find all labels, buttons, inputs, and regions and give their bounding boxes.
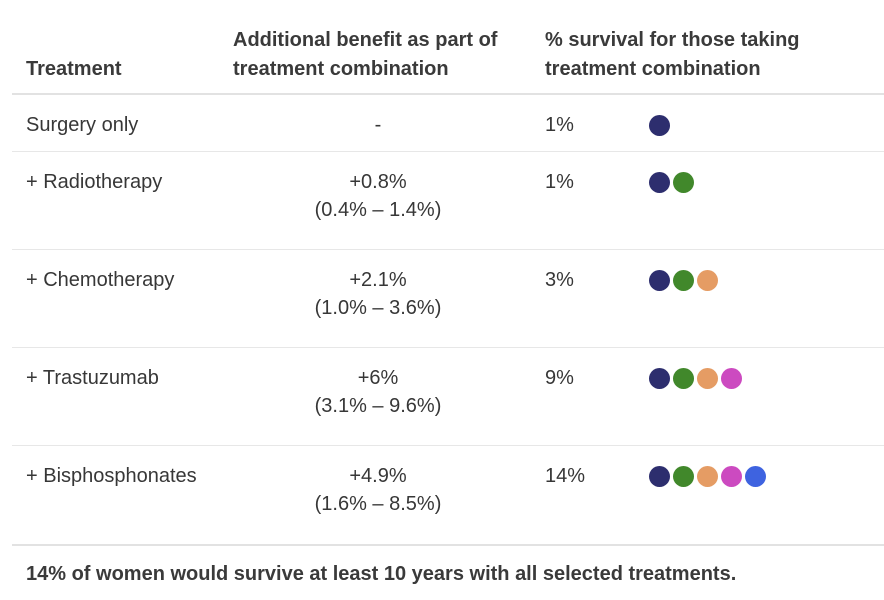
table-row: + Bisphosphonates +4.9% (1.6% – 8.5%) 14… [12,446,884,544]
column-header-percent-survival: % survival for those taking treatment co… [545,29,800,80]
benefit-interval: (1.6% – 8.5%) [314,493,442,515]
survival-dots [649,266,718,294]
table-header-row: Treatment Additional benefit as part of … [12,0,884,95]
survival-cell: 9% [523,364,884,392]
treatment-results-table: Treatment Additional benefit as part of … [12,0,884,586]
green-treatment-dot-icon [673,171,694,193]
benefit-interval: (3.1% – 9.6%) [314,395,442,417]
survival-value: 9% [545,367,574,389]
survival-cell: 14% [523,462,884,490]
orange-treatment-dot-icon [697,269,718,291]
navy-treatment-dot-icon [649,367,670,389]
survival-dots [649,364,742,392]
navy-treatment-dot-icon [649,114,670,136]
benefit-value: +2.1% [349,269,407,291]
benefit-value: +6% [357,367,399,389]
treatment-cell: + Radiotherapy [26,171,163,193]
benefit-cell: +4.9% (1.6% – 8.5%) [233,462,523,518]
navy-treatment-dot-icon [649,465,670,487]
table-body: Surgery only - 1% + Radiotherapy +0.8% (… [12,95,884,544]
green-treatment-dot-icon [673,269,694,291]
magenta-treatment-dot-icon [721,367,742,389]
survival-cell: 3% [523,266,884,294]
treatment-cell: + Chemotherapy [26,269,175,291]
orange-treatment-dot-icon [697,367,718,389]
column-header-treatment: Treatment [26,58,122,80]
survival-summary-text: 14% of women would survive at least 10 y… [12,544,884,586]
table-row: + Chemotherapy +2.1% (1.0% – 3.6%) 3% [12,250,884,348]
magenta-treatment-dot-icon [721,465,742,487]
survival-dots [649,111,670,139]
table-row: + Trastuzumab +6% (3.1% – 9.6%) 9% [12,348,884,446]
survival-dots [649,168,694,196]
treatment-cell: + Trastuzumab [26,367,159,389]
survival-value: 1% [545,114,574,136]
benefit-interval: (1.0% – 3.6%) [314,297,442,319]
survival-cell: 1% [523,111,884,139]
benefit-cell: +6% (3.1% – 9.6%) [233,364,523,420]
orange-treatment-dot-icon [697,465,718,487]
benefit-cell: +2.1% (1.0% – 3.6%) [233,266,523,322]
survival-cell: 1% [523,168,884,196]
benefit-value: +4.9% [349,465,407,487]
navy-treatment-dot-icon [649,269,670,291]
treatment-cell: Surgery only [26,114,139,136]
benefit-value: +0.8% [349,171,407,193]
treatment-cell: + Bisphosphonates [26,465,197,487]
column-header-additional-benefit: Additional benefit as part of treatment … [233,29,498,80]
benefit-value: - [374,114,382,136]
navy-treatment-dot-icon [649,171,670,193]
green-treatment-dot-icon [673,367,694,389]
table-row: + Radiotherapy +0.8% (0.4% – 1.4%) 1% [12,152,884,250]
survival-value: 14% [545,465,586,487]
survival-value: 3% [545,269,574,291]
benefit-cell: - [233,111,523,139]
table-row: Surgery only - 1% [12,95,884,152]
survival-dots [649,462,766,490]
green-treatment-dot-icon [673,465,694,487]
survival-value: 1% [545,171,574,193]
blue-treatment-dot-icon [745,465,766,487]
benefit-cell: +0.8% (0.4% – 1.4%) [233,168,523,224]
benefit-interval: (0.4% – 1.4%) [314,199,442,221]
